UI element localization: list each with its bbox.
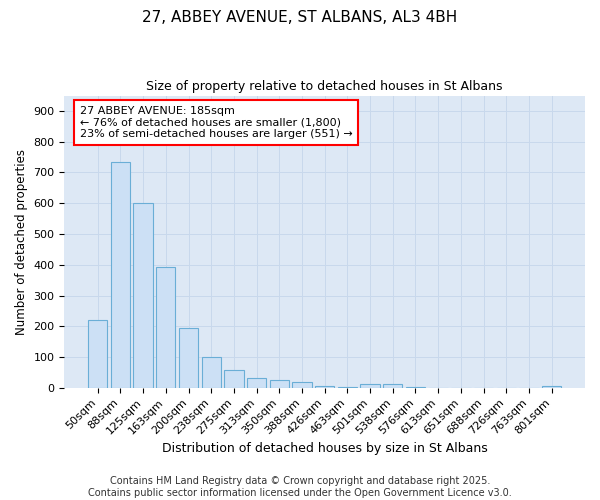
X-axis label: Distribution of detached houses by size in St Albans: Distribution of detached houses by size … — [162, 442, 488, 455]
Bar — [406, 387, 425, 388]
Title: Size of property relative to detached houses in St Albans: Size of property relative to detached ho… — [146, 80, 503, 93]
Bar — [111, 162, 130, 388]
Y-axis label: Number of detached properties: Number of detached properties — [15, 148, 28, 334]
Bar — [133, 203, 153, 388]
Bar — [315, 386, 334, 388]
Bar — [224, 370, 244, 388]
Text: 27, ABBEY AVENUE, ST ALBANS, AL3 4BH: 27, ABBEY AVENUE, ST ALBANS, AL3 4BH — [142, 10, 458, 25]
Bar — [179, 328, 198, 388]
Bar — [247, 378, 266, 388]
Bar — [88, 320, 107, 388]
Bar — [269, 380, 289, 388]
Bar — [383, 384, 403, 388]
Text: Contains HM Land Registry data © Crown copyright and database right 2025.
Contai: Contains HM Land Registry data © Crown c… — [88, 476, 512, 498]
Bar — [338, 387, 357, 388]
Bar — [202, 357, 221, 388]
Bar — [361, 384, 380, 388]
Text: 27 ABBEY AVENUE: 185sqm
← 76% of detached houses are smaller (1,800)
23% of semi: 27 ABBEY AVENUE: 185sqm ← 76% of detache… — [80, 106, 353, 139]
Bar — [156, 267, 175, 388]
Bar — [542, 386, 562, 388]
Bar — [292, 382, 311, 388]
